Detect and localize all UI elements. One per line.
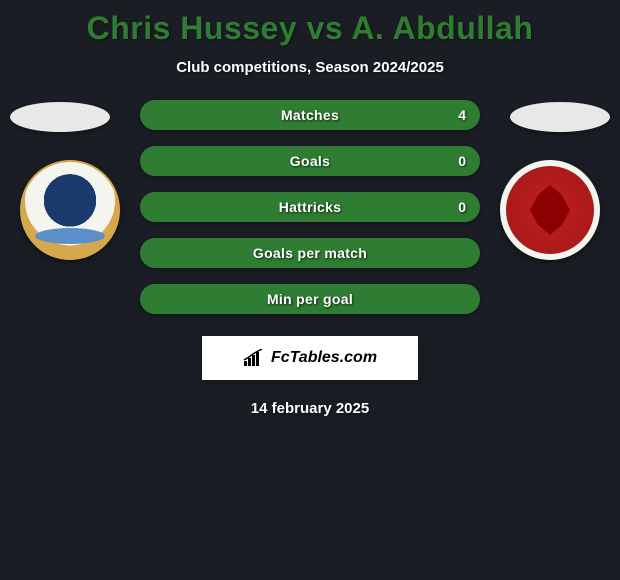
brand-box[interactable]: FcTables.com bbox=[202, 336, 418, 380]
stat-value-right: 0 bbox=[458, 153, 466, 169]
stat-label: Hattricks bbox=[279, 199, 342, 215]
stat-row-goals-per-match: Goals per match bbox=[140, 238, 480, 268]
subtitle: Club competitions, Season 2024/2025 bbox=[0, 59, 620, 76]
stats-container: Matches 4 Goals 0 Hattricks 0 Goals per … bbox=[140, 100, 480, 314]
stat-row-matches: Matches 4 bbox=[140, 100, 480, 130]
stat-label: Goals bbox=[290, 153, 330, 169]
stat-row-goals: Goals 0 bbox=[140, 146, 480, 176]
player-avatar-left bbox=[10, 102, 110, 132]
chart-icon bbox=[243, 349, 265, 367]
club-badge-left bbox=[20, 160, 120, 260]
player-avatar-right bbox=[510, 102, 610, 132]
stat-row-hattricks: Hattricks 0 bbox=[140, 192, 480, 222]
club-badge-right bbox=[500, 160, 600, 260]
date-text: 14 february 2025 bbox=[0, 400, 620, 417]
stat-label: Min per goal bbox=[267, 291, 353, 307]
stat-row-min-per-goal: Min per goal bbox=[140, 284, 480, 314]
stat-label: Matches bbox=[281, 107, 339, 123]
stat-value-right: 0 bbox=[458, 199, 466, 215]
brand-text: FcTables.com bbox=[271, 349, 377, 367]
stat-value-right: 4 bbox=[458, 107, 466, 123]
page-title: Chris Hussey vs A. Abdullah bbox=[0, 0, 620, 47]
comparison-area: Matches 4 Goals 0 Hattricks 0 Goals per … bbox=[0, 100, 620, 417]
stat-label: Goals per match bbox=[253, 245, 367, 261]
